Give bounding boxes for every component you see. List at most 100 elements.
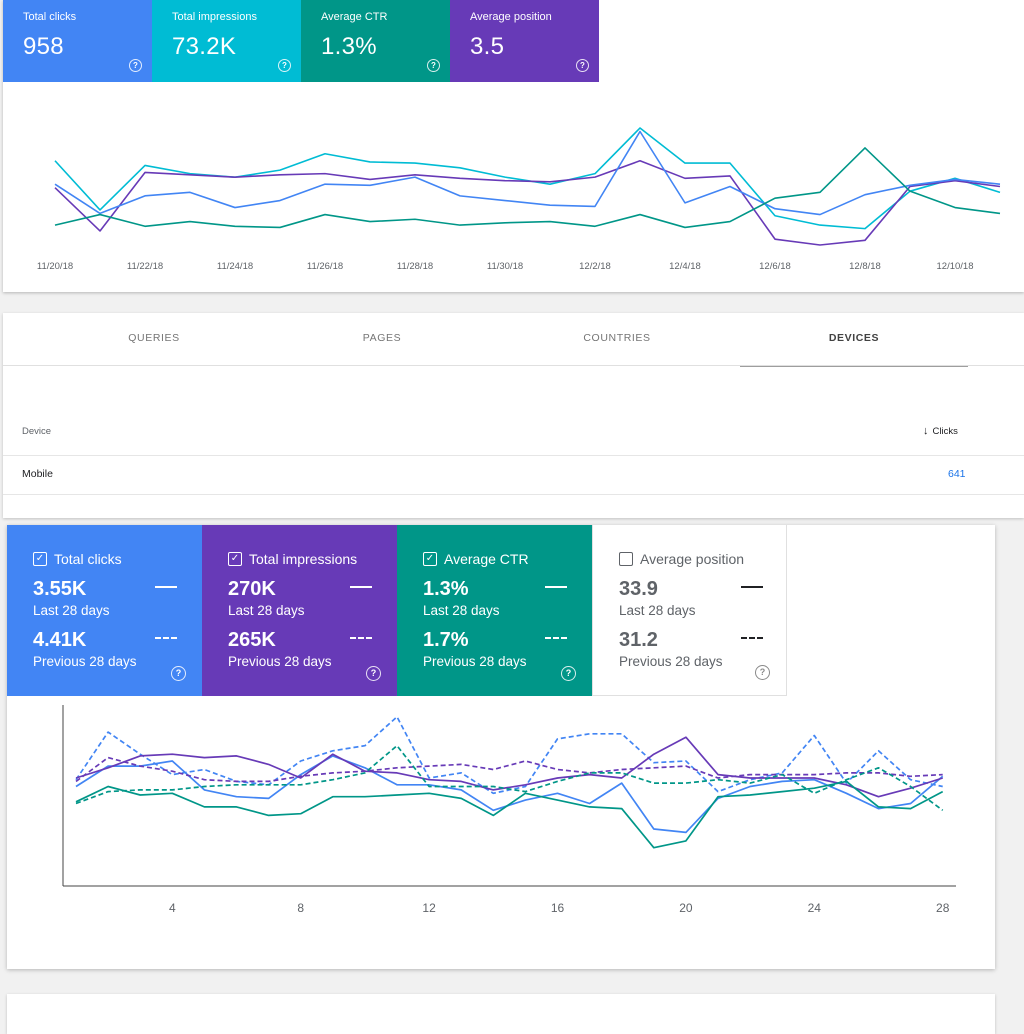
help-icon[interactable]: ?	[366, 666, 381, 681]
x-tick-label: 16	[551, 901, 565, 915]
solid-line-legend-icon	[350, 586, 372, 588]
previous-value: 1.7%	[423, 629, 469, 651]
dashed-line-legend-icon	[741, 637, 763, 639]
tab-pages[interactable]: PAGES	[362, 332, 402, 344]
dashed-line-legend-icon	[545, 637, 567, 639]
next-panel	[7, 994, 995, 1034]
average-ctr-compare-card[interactable]: ✓ Average CTR 1.3% Last 28 days 1.7% Pre…	[397, 525, 592, 696]
arrow-down-icon: ↓	[923, 425, 929, 437]
performance-chart[interactable]: 11/20/18 11/22/18 11/24/18 11/26/18 11/28/18…	[3, 82, 1024, 292]
series-line-1	[54, 159, 1001, 246]
x-tick-label: 11/24/18	[217, 261, 253, 272]
dashed-line-legend-icon	[155, 637, 177, 639]
series-line-3	[54, 147, 1001, 229]
help-icon[interactable]: ?	[278, 59, 291, 72]
comparison-chart[interactable]: 4 8 12 16 20 24 28	[7, 696, 995, 969]
help-icon[interactable]: ?	[427, 59, 440, 72]
series-line-3	[75, 756, 943, 783]
x-tick-label: 4	[169, 901, 176, 915]
previous-value: 31.2	[619, 629, 658, 651]
previous-period: Previous 28 days	[423, 654, 527, 669]
previous-value: 4.41K	[33, 629, 87, 651]
column-header-device: Device	[22, 426, 52, 437]
card-label: Average CTR	[321, 11, 388, 23]
solid-line-legend-icon	[741, 586, 763, 588]
x-tick-label: 12	[422, 901, 436, 915]
series-line-0	[75, 755, 944, 834]
x-tick-label: 28	[936, 901, 950, 915]
card-label: Average position	[640, 551, 745, 567]
performance-panel: Total clicks 958 ? Total impressions 73.…	[3, 0, 1024, 292]
total-impressions-compare-card[interactable]: ✓ Total impressions 270K Last 28 days 26…	[202, 525, 397, 696]
checkbox-checked-icon[interactable]: ✓	[423, 552, 437, 566]
series-line-2	[54, 130, 1001, 216]
help-icon[interactable]: ?	[755, 665, 770, 680]
help-icon[interactable]: ?	[129, 59, 142, 72]
x-tick-label: 12/2/18	[579, 261, 611, 272]
average-position-card[interactable]: Average position 3.5 ?	[450, 0, 599, 82]
tab-queries[interactable]: QUERIES	[128, 332, 180, 344]
checkbox-checked-icon[interactable]: ✓	[33, 552, 47, 566]
card-label: Total impressions	[172, 11, 257, 23]
help-icon[interactable]: ?	[561, 666, 576, 681]
current-period: Last 28 days	[228, 603, 305, 618]
checkbox-unchecked-icon[interactable]	[619, 552, 633, 566]
previous-period: Previous 28 days	[33, 654, 137, 669]
total-clicks-card[interactable]: Total clicks 958 ?	[3, 0, 152, 82]
x-tick-label: 12/8/18	[849, 261, 881, 272]
row-divider	[3, 455, 1024, 456]
average-ctr-card[interactable]: Average CTR 1.3% ?	[301, 0, 450, 82]
tab-devices[interactable]: DEVICES	[740, 313, 968, 367]
help-icon[interactable]: ?	[171, 666, 186, 681]
card-value: 1.3%	[321, 33, 377, 60]
card-value: 958	[23, 33, 64, 60]
card-label: Total clicks	[54, 551, 122, 567]
tab-divider	[3, 365, 1024, 366]
series-line-1	[75, 715, 943, 795]
table-row-device[interactable]: Mobile	[22, 468, 53, 480]
solid-line-legend-icon	[155, 586, 177, 588]
x-tick-label: 11/20/18	[37, 261, 73, 272]
current-period: Last 28 days	[33, 603, 110, 618]
average-position-compare-card[interactable]: Average position 33.9 Last 28 days 31.2 …	[592, 525, 787, 696]
current-value: 1.3%	[423, 578, 469, 600]
x-tick-label: 11/28/18	[397, 261, 433, 272]
card-value: 3.5	[470, 33, 505, 60]
x-tick-label: 24	[808, 901, 822, 915]
series-line-5	[75, 744, 944, 811]
current-value: 3.55K	[33, 578, 87, 600]
previous-period: Previous 28 days	[228, 654, 332, 669]
dimension-table-panel: QUERIES PAGES COUNTRIES DEVICES Device ↓…	[3, 313, 1024, 518]
x-tick-label: 12/4/18	[669, 261, 701, 272]
current-period: Last 28 days	[423, 603, 500, 618]
previous-period: Previous 28 days	[619, 654, 723, 669]
x-tick-label: 20	[679, 901, 693, 915]
current-value: 270K	[228, 578, 276, 600]
x-tick-label: 12/10/18	[937, 261, 974, 272]
solid-line-legend-icon	[545, 586, 567, 588]
series-line-4	[75, 780, 944, 849]
clicks-header-label: Clicks	[932, 426, 958, 437]
card-label: Average position	[470, 11, 552, 23]
current-period: Last 28 days	[619, 603, 696, 618]
help-icon[interactable]: ?	[576, 59, 589, 72]
table-row-clicks: 641	[948, 468, 966, 480]
row-divider	[3, 494, 1024, 495]
total-clicks-compare-card[interactable]: ✓ Total clicks 3.55K Last 28 days 4.41K …	[7, 525, 202, 696]
x-tick-label: 11/26/18	[307, 261, 343, 272]
column-header-clicks[interactable]: ↓ Clicks	[923, 425, 958, 437]
card-value: 73.2K	[172, 33, 237, 60]
x-tick-label: 8	[297, 901, 304, 915]
comparison-panel: ✓ Total clicks 3.55K Last 28 days 4.41K …	[7, 525, 995, 969]
dashed-line-legend-icon	[350, 637, 372, 639]
current-value: 33.9	[619, 578, 658, 600]
previous-value: 265K	[228, 629, 276, 651]
series-line-0	[54, 127, 1001, 230]
series-line-2	[75, 736, 943, 798]
x-tick-label: 11/22/18	[127, 261, 163, 272]
x-tick-label: 11/30/18	[487, 261, 523, 272]
card-label: Average CTR	[444, 551, 529, 567]
tab-countries[interactable]: COUNTRIES	[583, 332, 651, 344]
total-impressions-card[interactable]: Total impressions 73.2K ?	[152, 0, 301, 82]
checkbox-checked-icon[interactable]: ✓	[228, 552, 242, 566]
